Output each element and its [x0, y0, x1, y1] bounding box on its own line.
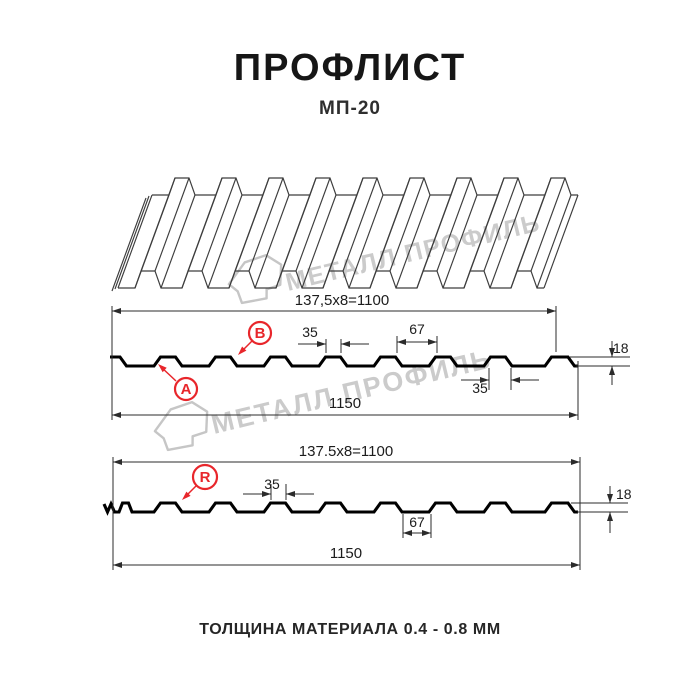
marker-a-circle	[173, 376, 199, 402]
dim-arrowhead	[286, 491, 295, 497]
marker-a-label: A	[181, 381, 192, 398]
iso-edge-line	[234, 177, 270, 272]
dim-overall-front: 1150	[329, 395, 361, 412]
iso-edge-line	[342, 177, 378, 272]
iso-edge-line	[111, 197, 147, 292]
iso-edge-line	[489, 194, 525, 289]
dim-height-reverse: 18	[616, 486, 632, 502]
dim-arrowhead	[609, 348, 615, 357]
iso-edge-line	[117, 194, 153, 289]
dim-crest-gap-front: 67	[409, 321, 425, 337]
dim-crest-width-reverse: 35	[264, 476, 280, 492]
dim-arrowhead	[341, 341, 350, 347]
iso-edge-line	[536, 194, 572, 289]
dim-arrowhead	[112, 412, 121, 418]
iso-edge-line	[207, 194, 243, 289]
dim-arrowhead	[607, 512, 613, 521]
iso-profile-edge	[118, 270, 544, 289]
iso-edge-line	[348, 194, 384, 289]
watermark-brand-text: МЕТАЛЛ ПРОФИЛЬ	[283, 209, 543, 297]
dim-arrowhead	[113, 562, 122, 568]
iso-edge-line	[301, 194, 337, 289]
dim-arrowhead	[397, 339, 406, 345]
dim-pitch-front: 137,5x8=1100	[295, 292, 389, 309]
material-thickness-note: ТОЛЩИНА МАТЕРИАЛА 0.4 - 0.8 ММ	[199, 621, 501, 638]
iso-edge-line	[530, 177, 566, 272]
dim-arrowhead	[428, 339, 437, 345]
iso-edge-line	[154, 177, 190, 272]
iso-edge-line	[395, 194, 431, 289]
dim-arrowhead	[571, 562, 580, 568]
iso-edge-line	[375, 177, 411, 272]
iso-edge-line	[483, 177, 519, 272]
iso-edge-line	[469, 177, 505, 272]
reverse-profile-outline	[102, 500, 578, 516]
iso-profile-edge	[152, 177, 578, 196]
dim-arrowhead	[569, 412, 578, 418]
iso-edge-line	[442, 194, 478, 289]
dim-arrowhead	[480, 377, 489, 383]
profile-model-label: МП-20	[319, 98, 381, 119]
iso-edge-line	[422, 177, 458, 272]
iso-edge-line	[295, 177, 331, 272]
dim-valley-width-reverse: 67	[409, 514, 425, 530]
dim-arrowhead	[571, 459, 580, 465]
dim-arrowhead	[547, 308, 556, 314]
iso-edge-line	[114, 195, 150, 290]
watermark-logo-icon	[227, 253, 283, 305]
marker-b-label: B	[255, 325, 266, 342]
dim-arrowhead	[158, 364, 167, 373]
dim-arrowhead	[609, 366, 615, 375]
iso-edge-line	[254, 194, 290, 289]
red-annotations: A B R	[158, 320, 273, 500]
iso-edge-line	[187, 177, 223, 272]
iso-edge-line	[436, 177, 472, 272]
dim-arrowhead	[422, 530, 431, 536]
dim-arrowhead	[238, 346, 247, 355]
watermark-top: МЕТАЛЛ ПРОФИЛЬ	[227, 209, 543, 305]
iso-edge-line	[248, 177, 284, 272]
dim-crest-width-front: 35	[302, 324, 318, 340]
iso-edge-line	[516, 177, 552, 272]
dimension-lines	[111, 306, 630, 570]
dim-arrowhead	[317, 341, 326, 347]
dim-arrowhead	[113, 459, 122, 465]
page-title: ПРОФЛИСТ	[233, 47, 467, 89]
dim-arrowhead	[182, 491, 191, 500]
dim-arrowhead	[262, 491, 271, 497]
dim-arrowhead	[607, 494, 613, 503]
iso-edge-line	[201, 177, 237, 272]
marker-b-circle	[247, 320, 273, 346]
watermark-logo-icon	[153, 400, 209, 452]
dim-arrowhead	[511, 377, 520, 383]
front-profile-outline	[110, 355, 578, 368]
iso-edge-line	[281, 177, 317, 272]
iso-edge-line	[543, 194, 579, 289]
dim-overall-reverse: 1150	[330, 545, 362, 562]
dim-height-front: 18	[613, 340, 629, 356]
dim-arrowhead	[112, 308, 121, 314]
iso-edge-line	[389, 177, 425, 272]
marker-r-circle	[191, 463, 219, 491]
marker-r-label: R	[200, 469, 211, 486]
dim-arrowhead	[403, 530, 412, 536]
dim-rib-base-front: 35	[472, 380, 488, 396]
iso-3d-view	[111, 177, 579, 292]
iso-edge-line	[160, 194, 196, 289]
iso-edge-line	[328, 177, 364, 272]
iso-edge-line	[140, 177, 176, 272]
dim-pitch-reverse: 137.5x8=1100	[299, 443, 393, 460]
